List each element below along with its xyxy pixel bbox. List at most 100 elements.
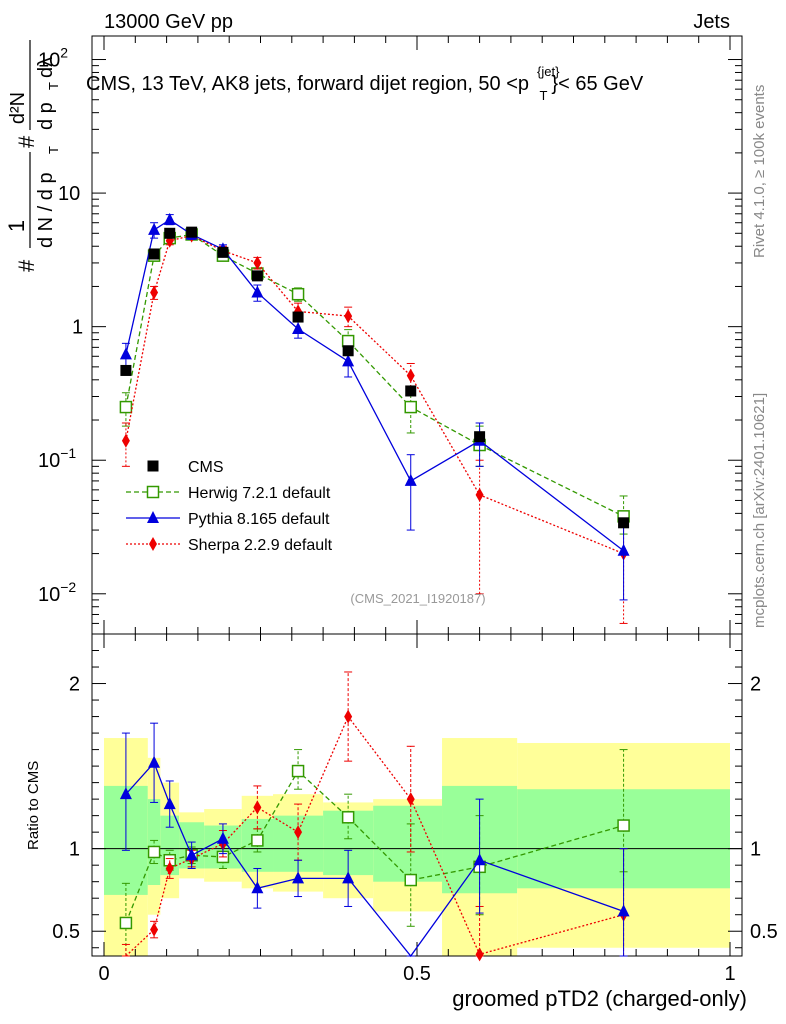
ylabel-hash2: # [14,135,39,148]
main-point-pythia [251,285,264,298]
ratio-point-sherpa [253,800,262,815]
y-tick-label-ratio-right: 0.5 [750,921,778,943]
ratio-uncertainty-bands [104,738,730,956]
main-line-sherpa [125,234,624,555]
ratio-point-sherpa [344,709,353,724]
legend-item-sherpa: Sherpa 2.2.9 default [126,537,333,554]
x-axis-label: groomed pTD2 (charged-only) [452,986,747,1011]
band-inner-bin [373,805,443,882]
main-point-pythia [404,473,417,486]
y-tick-label-ratio-left: 1 [69,839,80,861]
main-point-sherpa [121,433,130,448]
main-y-axis-label: # 1 d N / d p T # d²N d p T dλ [4,40,61,272]
y-tick-label-main: 102 [38,45,68,72]
ratio-point-pythia [185,848,198,861]
main-series-cms [120,226,630,529]
legend-item-herwig: Herwig 7.2.1 default [126,485,331,502]
legend-label-sherpa: Sherpa 2.2.9 default [188,537,333,554]
rivet-version: Rivet 4.1.0, ≥ 100k events [751,85,768,258]
ratio-point-herwig [147,845,161,859]
ratio-point-sherpa [165,861,174,876]
y-tick-label-main: 10 [58,183,80,205]
main-point-cms [164,227,176,239]
ratio-series-herwig [119,749,630,957]
legend-marker-herwig [146,485,160,499]
analysis-id: (CMS_2021_I1920187) [350,591,485,606]
ratio-point-pythia [216,831,229,844]
ratio-series [119,671,630,962]
ylabel-t1: T [46,146,61,154]
legend-label-cms: CMS [188,459,224,476]
ratio-series-pythia [119,722,630,958]
header-right: Jets [693,11,730,33]
ratio-point-pythia [251,881,264,894]
main-point-cms [186,226,198,238]
main-point-cms [342,345,354,357]
ratio-point-pythia [292,871,305,884]
legend: CMS Herwig 7.2.1 default Pythia 8.165 defa… [126,459,333,554]
y-tick-label-ratio-left: 2 [69,674,80,696]
ratio-point-herwig [251,834,264,847]
main-point-sherpa [344,309,353,324]
main-series [119,212,630,624]
ylabel-d2n: d²N [7,92,29,124]
legend-marker-pythia [147,511,159,523]
ratio-point-sherpa [475,947,484,962]
main-point-sherpa [253,255,262,270]
main-point-cms [618,517,630,529]
y-tick-label-ratio-right: 1 [750,839,761,861]
legend-item-pythia: Pythia 8.165 default [126,511,330,528]
ylabel-dpt: d p [35,102,57,130]
ratio-point-sherpa [294,825,303,840]
main-point-pythia [148,222,161,235]
main-point-herwig [341,334,355,348]
y-tick-label-main: 10−2 [38,579,76,606]
ratio-point-herwig [617,819,630,832]
ratio-point-sherpa [406,792,415,807]
ylabel-t2: T [46,82,61,90]
main-point-pythia [119,347,132,360]
ratio-line-sherpa [125,715,624,957]
legend-item-cms: CMS [147,459,224,476]
main-point-herwig [404,400,417,414]
ratio-point-pythia [148,755,161,768]
ratio-point-pythia [473,853,486,866]
main-point-pythia [617,543,630,556]
plot-title: CMS, 13 TeV, AK8 jets, forward dijet reg… [86,64,644,103]
x-tick-label: 0.5 [403,963,431,985]
main-point-herwig [291,287,305,301]
ratio-point-herwig [119,916,133,930]
legend-label-herwig: Herwig 7.2.1 default [188,485,331,502]
legend-label-pythia: Pythia 8.165 default [188,511,330,528]
ylabel-dlambda: dλ [35,57,57,78]
main-point-sherpa [475,487,484,502]
x-tick-label: 1 [724,963,735,985]
axis-tick-labels: 0 0.5 1 10−2 10−1 1 10 102 0.5 0.5 1 1 2 2 [38,45,778,985]
y-tick-label-ratio-right: 2 [750,674,761,696]
main-point-pythia [163,212,176,225]
main-point-cms [474,431,486,443]
x-tick-label: 0 [98,963,109,985]
main-point-pythia [292,322,305,335]
ylabel-one: 1 [4,220,29,232]
main-point-cms [292,311,304,323]
ratio-point-pythia [163,797,176,810]
legend-marker-cms [147,460,159,472]
ratio-point-pythia [119,787,132,800]
y-tick-label-main: 1 [72,317,83,339]
ylabel-dn-dpt: d N / d p [35,172,57,248]
ratio-point-pythia [342,871,355,884]
main-point-cms [148,248,160,260]
mcplots-credit: mcplots.cern.ch [arXiv:2401.10621] [751,393,768,628]
ratio-point-herwig [404,873,417,887]
main-point-pythia [342,354,355,367]
ratio-y-axis-label: Ratio to CMS [25,761,42,850]
main-point-cms [217,246,229,258]
ratio-point-sherpa [150,922,159,937]
main-point-cms [405,385,417,397]
main-point-cms [251,270,263,282]
y-tick-label-main: 10−1 [38,445,76,472]
ylabel-hash1: # [14,259,39,272]
axis-ticks [92,36,742,956]
